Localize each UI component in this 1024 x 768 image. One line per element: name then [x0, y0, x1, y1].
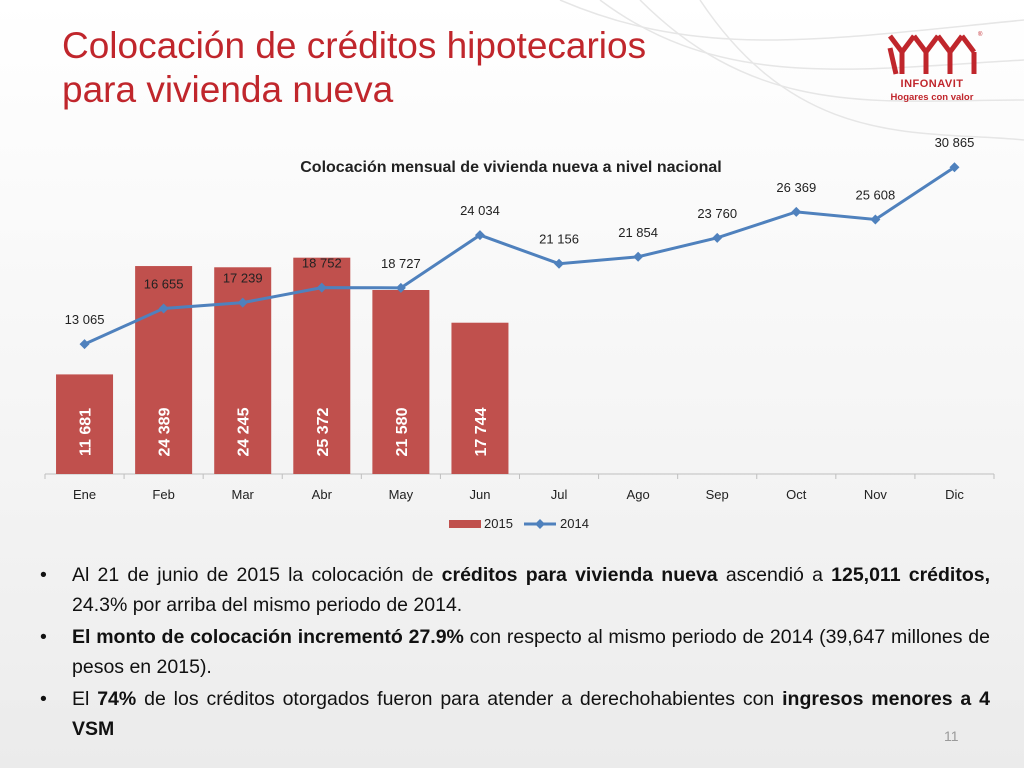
legend-label-2015: 2015	[484, 516, 513, 531]
line-data-label: 13 065	[65, 312, 105, 327]
bullet-text: 74%	[97, 688, 137, 710]
bar-data-label: 17 744	[473, 407, 490, 456]
bullet-text: El	[72, 688, 98, 710]
bullet-dot: •	[40, 688, 47, 710]
line-2014-point	[554, 258, 565, 269]
bar-2015	[451, 322, 509, 474]
line-2014-point	[316, 282, 327, 293]
bullet-item: • Al 21 de junio de 2015 la colocación de…	[40, 560, 990, 620]
x-tick-label: Jul	[551, 487, 568, 502]
line-data-label: 16 655	[144, 276, 184, 291]
legend-swatch-2015	[449, 520, 481, 528]
monthly-placement-chart: Colocación mensual de vivienda nueva a n…	[44, 135, 995, 531]
x-axis-ticks: Ene Feb Mar Abr May Jun Jul Ago Sep Oct Nov Dic	[44, 474, 995, 502]
line-data-label: 23 760	[697, 206, 737, 221]
summary-bullets: • Al 21 de junio de 2015 la colocación de…	[40, 560, 990, 746]
x-tick-label: Nov	[864, 487, 888, 502]
line-data-label: 18 752	[302, 256, 342, 271]
x-tick-label: Jun	[469, 487, 490, 502]
bar-2015	[293, 257, 351, 474]
logo-tagline: Hogares con valor	[890, 92, 974, 103]
infonavit-logo: ®	[887, 31, 983, 75]
bullet-text: de los créditos otorgados fueron para at…	[136, 688, 783, 710]
line-2014-point	[158, 303, 169, 314]
bullet-item: • El 74% de los créditos otorgados fueron…	[40, 684, 990, 744]
bars-2015: 11 681 24 389 24 245 25 372 21 580 17 744	[56, 257, 509, 474]
chart-legend: 2015 2014	[449, 516, 589, 531]
line-data-label: 21 156	[539, 232, 579, 247]
line-2014-path	[83, 165, 956, 346]
bullet-text: El monto de colocación incrementó 27.9%	[72, 626, 464, 648]
bullet-text: ingresos menores a 4 VSM	[72, 688, 990, 740]
bar-data-label: 21 580	[394, 407, 411, 456]
line-data-label: 18 727	[381, 256, 421, 271]
x-tick-label: Mar	[232, 487, 255, 502]
bullet-dot: •	[40, 626, 47, 648]
line-2014-point	[474, 230, 485, 241]
bullet-item: • El monto de colocación incrementó 27.9%…	[40, 622, 990, 682]
line-data-label: 24 034	[460, 203, 500, 218]
bullet-text: Al 21 de junio de 2015 la colocación de	[72, 564, 442, 586]
logo-name: INFONAVIT	[900, 78, 964, 90]
line-data-label: 21 854	[618, 225, 658, 240]
x-tick-label: Feb	[152, 487, 174, 502]
x-tick-label: Dic	[945, 487, 964, 502]
line-data-label: 25 608	[855, 187, 895, 202]
line-data-label: 30 865	[935, 135, 975, 150]
line-2014-point	[870, 214, 881, 225]
bar-data-label: 24 245	[236, 407, 253, 456]
bullet-text: con respecto al mismo periodo de 2014 (3…	[72, 626, 990, 678]
bullet-dot: •	[40, 564, 47, 586]
x-tick-label: Abr	[312, 487, 333, 502]
x-tick-label: May	[389, 487, 414, 502]
line-2014-point	[79, 339, 90, 350]
bar-data-label: 24 389	[157, 407, 174, 456]
line-2014-point	[949, 162, 960, 173]
line-data-label: 17 239	[223, 271, 263, 286]
bar-data-label: 25 372	[315, 407, 332, 456]
chart-title: Colocación mensual de vivienda nueva a n…	[300, 159, 721, 176]
line-2014: 13 065 16 655 17 239 18 752 18 727 24 034 21 1…	[65, 135, 975, 350]
line-2014-point	[633, 251, 644, 262]
legend-label-2014: 2014	[560, 516, 589, 531]
x-tick-label: Ene	[73, 487, 96, 502]
page-number: 11	[944, 728, 959, 744]
line-2014-point	[395, 282, 406, 293]
bullet-text: 125,011 créditos,	[831, 564, 990, 586]
x-tick-label: Oct	[786, 487, 807, 502]
legend-marker-2014	[535, 519, 545, 529]
line-data-label: 26 369	[776, 180, 816, 195]
bar-2015	[135, 266, 193, 474]
slide-title-line2: para vivienda nueva	[62, 69, 394, 110]
bullet-text: 24.3% por arriba del mismo periodo de 20…	[72, 594, 463, 616]
bullet-text: ascendió a	[717, 564, 832, 586]
line-2014-point	[712, 232, 723, 243]
line-2014-point	[791, 206, 802, 217]
x-tick-label: Ago	[627, 487, 650, 502]
slide-title-line1: Colocación de créditos hipotecarios	[62, 25, 647, 66]
bar-2015	[56, 374, 114, 474]
slide-title: Colocación de créditos hipotecarios para…	[62, 24, 762, 112]
line-2014-point	[237, 297, 248, 308]
bar-data-label: 11 681	[78, 408, 95, 456]
x-tick-label: Sep	[706, 487, 729, 502]
bullet-text: créditos para vivienda nueva	[441, 564, 718, 586]
bar-2015	[372, 290, 430, 474]
svg-text:®: ®	[978, 31, 983, 38]
